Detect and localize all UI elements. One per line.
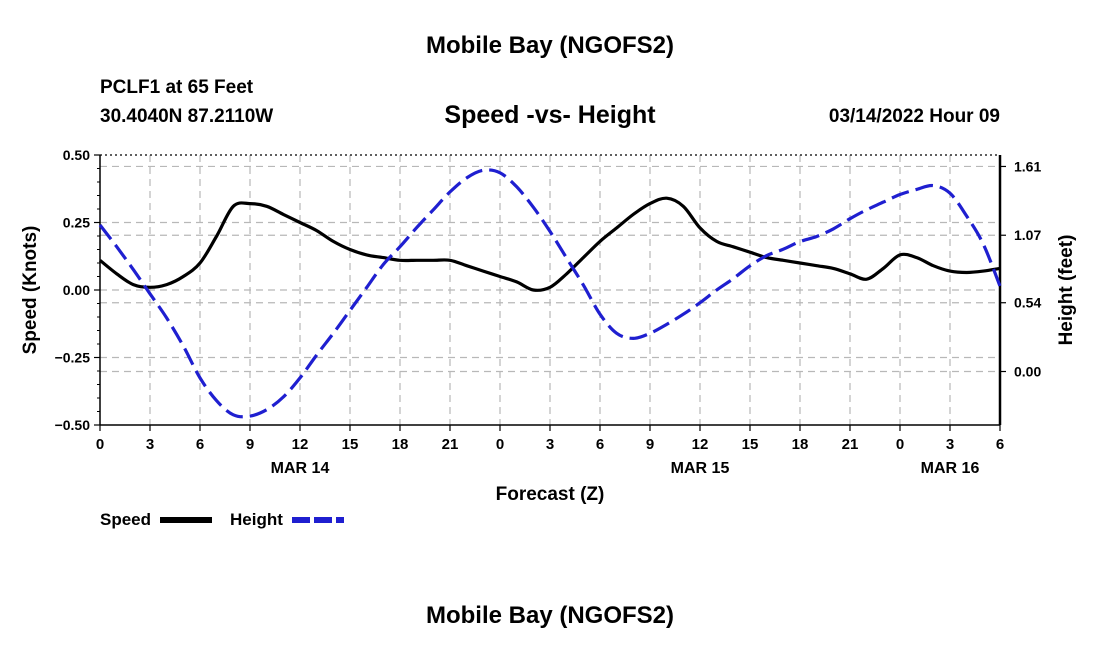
date-label: MAR 16	[921, 460, 980, 477]
x-tick-label: 9	[246, 436, 254, 453]
legend-height-swatch	[292, 517, 344, 523]
x-axis-label: Forecast (Z)	[496, 484, 605, 505]
y-right-axis-label: Height (feet)	[1056, 235, 1077, 346]
y-right-tick-label: 0.00	[1014, 364, 1041, 380]
x-tick-label: 3	[546, 436, 554, 453]
x-tick-label: 0	[496, 436, 504, 453]
x-tick-label: 21	[442, 436, 459, 453]
x-tick-label: 21	[842, 436, 859, 453]
y-right-tick-label: 1.61	[1014, 158, 1041, 174]
chart-title: Speed -vs- Height	[444, 101, 656, 129]
station-label: PCLF1 at 65 Feet	[100, 77, 254, 98]
series-line-height	[98, 168, 1002, 419]
x-tick-label: 12	[692, 436, 709, 453]
x-tick-label: 6	[996, 436, 1004, 453]
x-tick-label: 3	[146, 436, 154, 453]
x-tick-label: 12	[292, 436, 309, 453]
chart-labels: 0 3 6 9 12 15 18 21 0 3 6 9 12 15 18 21 0 3 6 MAR 14 MAR 15 M…	[20, 147, 1077, 505]
y-left-axis-label: Speed (Knots)	[20, 226, 41, 355]
chart-series	[98, 168, 1002, 419]
y-left-tick-label: 0.50	[63, 147, 90, 163]
x-tick-label: 0	[96, 436, 104, 453]
x-tick-label: 18	[792, 436, 809, 453]
x-tick-label: 0	[896, 436, 904, 453]
y-left-tick-label: 0.25	[63, 215, 90, 231]
x-tick-label: 9	[646, 436, 654, 453]
date-label: MAR 15	[671, 460, 730, 477]
y-right-tick-label: 1.07	[1014, 227, 1041, 243]
date-label: MAR 14	[271, 460, 330, 477]
legend-height-label: Height	[230, 510, 283, 529]
footer-title: Mobile Bay (NGOFS2)	[425, 602, 675, 629]
x-tick-label: 3	[946, 436, 954, 453]
y-right-tick-label: 0.54	[1014, 295, 1041, 311]
x-tick-label: 15	[742, 436, 759, 453]
x-tick-label: 15	[342, 436, 359, 453]
y-left-tick-label: 0.00	[63, 282, 90, 298]
y-left-tick-label: −0.50	[55, 417, 91, 433]
speed-height-chart: 0 3 6 9 12 15 18 21 0 3 6 9 12 15 18 21 0 3 6 MAR 14 MAR 15 M…	[20, 147, 1077, 505]
forecast-timestamp: 03/14/2022 Hour 09	[828, 106, 1000, 127]
series-line-speed	[98, 196, 1001, 292]
legend-speed-label: Speed	[100, 510, 152, 529]
x-tick-label: 18	[392, 436, 409, 453]
page-title: Mobile Bay (NGOFS2)	[425, 32, 675, 59]
legend-speed-swatch	[160, 517, 212, 523]
x-tick-label: 6	[196, 436, 204, 453]
chart-axes	[94, 154, 1006, 431]
location-label: 30.4040N 87.2110W	[100, 106, 274, 127]
grid-lines	[100, 155, 1000, 425]
y-left-tick-label: −0.25	[55, 350, 91, 366]
x-tick-label: 6	[596, 436, 604, 453]
